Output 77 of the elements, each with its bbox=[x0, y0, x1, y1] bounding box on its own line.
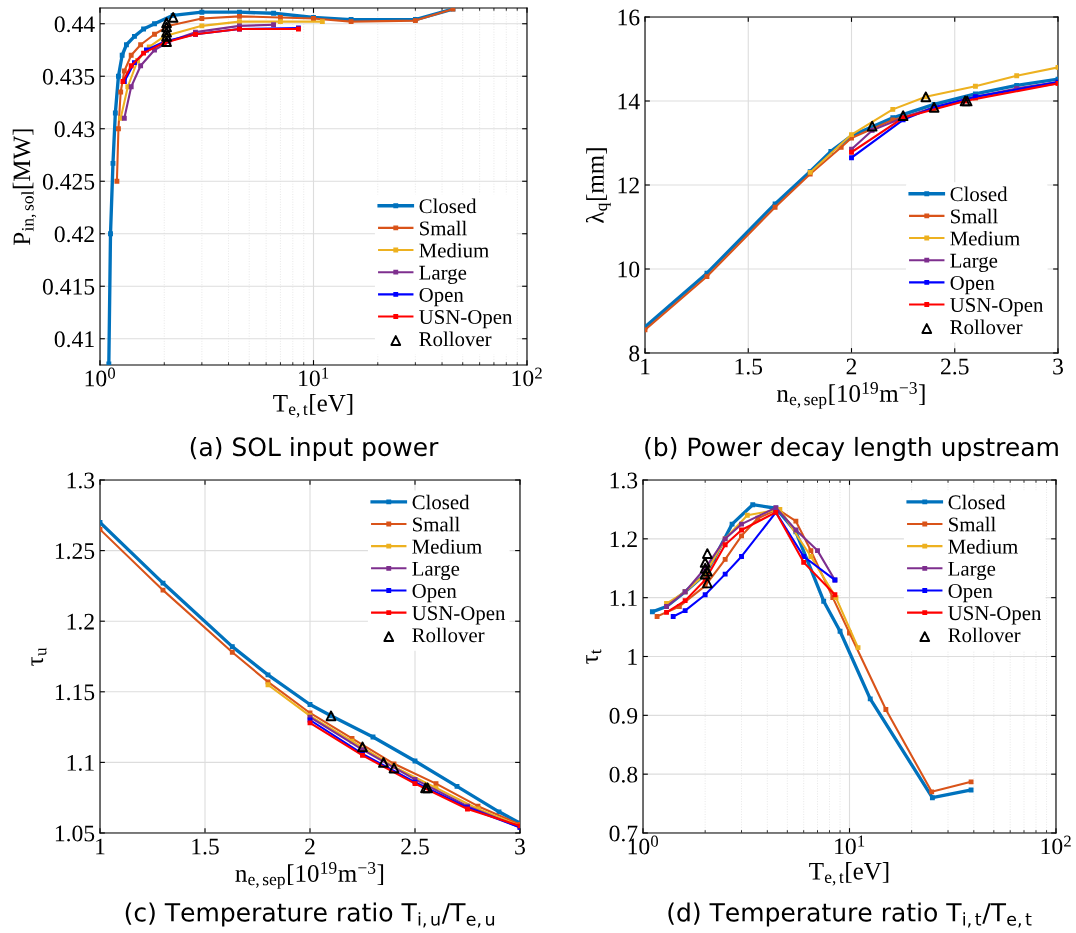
x-tick-label: 2.5 bbox=[401, 838, 429, 855]
legend-label: Rollover bbox=[950, 319, 1023, 335]
x-tick-label: 10$^{2}$ bbox=[512, 367, 542, 387]
x-tick-label: 10$^{2}$ bbox=[1041, 835, 1071, 855]
x-tick-label: 3 bbox=[1053, 358, 1063, 375]
text: (d) Temperature ratio T$_{i,t}$/T$_{e,t}$ bbox=[668, 902, 1032, 928]
x-tick-label: 1.5 bbox=[192, 838, 219, 855]
legend-label: Small bbox=[413, 516, 460, 532]
x-tick-label: 10$^{1}$ bbox=[835, 835, 865, 855]
legend-label: Open bbox=[412, 584, 457, 603]
legend-label: Large bbox=[419, 265, 467, 284]
legend-label: Small bbox=[420, 220, 467, 236]
y-tick-label: 0.41 bbox=[54, 331, 94, 348]
y-axis-title: τ$_{t}$ bbox=[586, 649, 602, 664]
legend-label: Rollover bbox=[419, 331, 492, 347]
y-tick-label: 0.8 bbox=[609, 766, 638, 783]
y-tick-label: 1.1 bbox=[67, 755, 94, 771]
y-axis-title: P$_{in,sol}$[MW] bbox=[12, 129, 37, 245]
legend-label: USN-Open bbox=[950, 298, 1044, 317]
y-tick-label: 0.42 bbox=[54, 226, 94, 243]
legend-label: Closed bbox=[412, 494, 470, 510]
legend-label: Small bbox=[951, 208, 998, 224]
legend-label: Open bbox=[950, 275, 995, 295]
text: (c) Temperature ratio T$_{i,u}$/T$_{e,u}$ bbox=[125, 902, 495, 928]
y-tick-label: 1.3 bbox=[610, 472, 638, 489]
legend-label: USN-Open bbox=[419, 310, 513, 329]
y-tick-label: 0.43 bbox=[54, 121, 95, 138]
text: (a) SOL input power bbox=[190, 436, 439, 462]
legend-label: Large bbox=[412, 561, 460, 581]
x-tick-label: 3 bbox=[515, 838, 525, 855]
legend-label: Closed bbox=[948, 494, 1006, 510]
y-tick-label: 1.3 bbox=[67, 472, 95, 489]
text: (b) Power decay length upstream bbox=[645, 436, 1058, 462]
y-axis-title: λ$_{q}$[mm] bbox=[585, 148, 611, 223]
legend-label: Closed bbox=[950, 186, 1008, 202]
legend-label: USN-Open bbox=[412, 606, 506, 625]
y-tick-label: 1.05 bbox=[55, 825, 95, 842]
y-tick-label: 1 bbox=[628, 649, 637, 665]
y-tick-label: 12 bbox=[618, 177, 639, 194]
x-axis-title: n$_{e,sep}$[10$^{19}$m$^{−3}$] bbox=[776, 382, 925, 409]
y-tick-label: 0.9 bbox=[609, 707, 638, 724]
y-tick-label: 1.25 bbox=[55, 543, 95, 560]
y-tick-label: 10 bbox=[618, 261, 640, 278]
y-tick-label: 0.44 bbox=[54, 16, 95, 33]
y-tick-label: 16 bbox=[618, 9, 640, 26]
legend-label: Large bbox=[950, 253, 998, 272]
y-tick-label: 0.435 bbox=[42, 68, 95, 85]
legend-label: Closed bbox=[419, 198, 477, 214]
x-tick-label: 10$^{0}$ bbox=[85, 367, 116, 387]
legend-label: Open bbox=[419, 287, 464, 307]
legend-label: Medium bbox=[419, 242, 489, 258]
y-tick-label: 8 bbox=[629, 345, 640, 362]
x-tick-label: 1.5 bbox=[735, 358, 763, 375]
x-tick-label: 2 bbox=[305, 838, 315, 855]
legend-label: Medium bbox=[950, 230, 1020, 246]
legend-label: Rollover bbox=[412, 627, 485, 643]
legend-label: Rollover bbox=[948, 627, 1021, 643]
y-tick-label: 0.415 bbox=[42, 278, 95, 295]
y-tick-label: 1.2 bbox=[67, 613, 94, 630]
legend-label: Medium bbox=[412, 539, 482, 554]
x-axis-title: T$_{e,t}$[eV] bbox=[809, 862, 889, 886]
x-tick-label: 10$^{1}$ bbox=[299, 367, 329, 387]
legend-label: Small bbox=[949, 516, 996, 532]
x-tick-label: 2.5 bbox=[941, 358, 969, 375]
x-axis-title: n$_{e,sep}$[10$^{19}$m$^{−3}$] bbox=[235, 862, 384, 889]
legend-label: Large bbox=[948, 561, 996, 581]
x-tick-label: 2 bbox=[846, 358, 857, 375]
legend-label: USN-Open bbox=[948, 606, 1042, 625]
x-axis-title: T$_{e,t}$[eV] bbox=[273, 394, 353, 418]
legend-label: Open bbox=[948, 584, 993, 603]
legend-label: Medium bbox=[948, 539, 1018, 554]
y-tick-label: 0.425 bbox=[42, 173, 95, 190]
y-axis-title: τ$_{u}$ bbox=[31, 647, 47, 666]
y-tick-label: 1.15 bbox=[55, 684, 95, 701]
y-tick-label: 1.1 bbox=[610, 590, 637, 607]
y-tick-label: 1.2 bbox=[610, 531, 637, 548]
y-tick-label: 14 bbox=[618, 93, 640, 110]
